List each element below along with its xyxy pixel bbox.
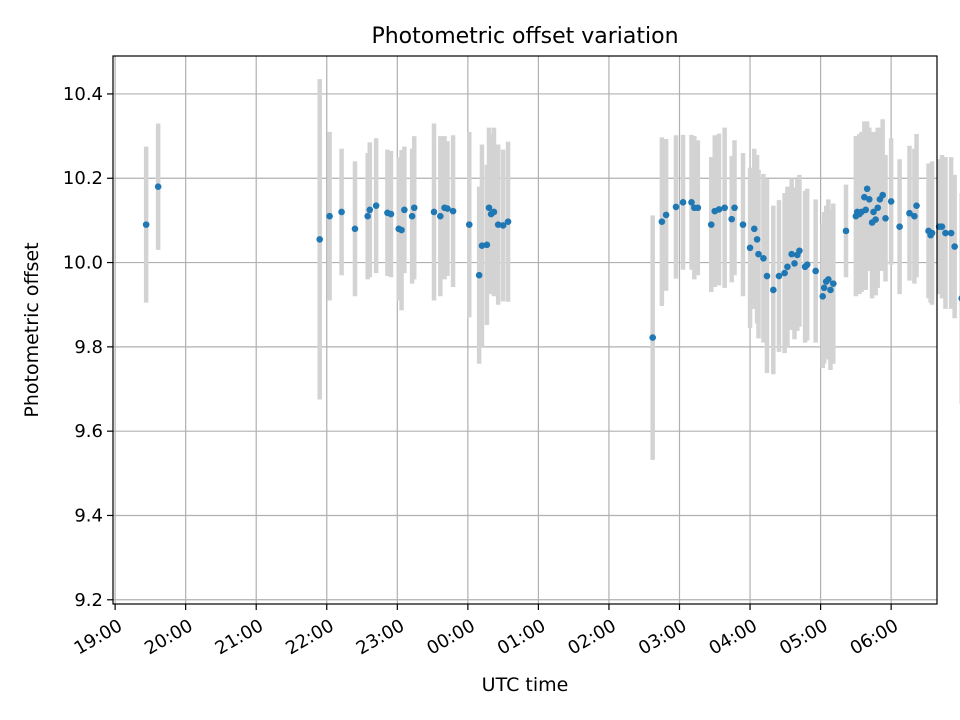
data-point bbox=[770, 286, 777, 294]
data-point bbox=[437, 212, 444, 220]
x-axis-label: UTC time bbox=[482, 674, 569, 696]
data-point bbox=[879, 191, 886, 199]
data-point bbox=[707, 221, 715, 228]
data-points bbox=[142, 183, 960, 341]
data-point bbox=[913, 202, 920, 209]
y-tick-label: 9.8 bbox=[74, 337, 103, 358]
data-point bbox=[874, 204, 882, 212]
data-point bbox=[819, 292, 827, 300]
data-point bbox=[911, 212, 918, 220]
data-point bbox=[504, 218, 512, 225]
data-point bbox=[372, 202, 380, 209]
data-point bbox=[398, 226, 405, 234]
plot-frame bbox=[112, 55, 938, 605]
data-point bbox=[820, 284, 828, 292]
y-tick-label: 10.0 bbox=[63, 253, 103, 274]
data-point bbox=[731, 204, 738, 212]
y-tick-label: 10.2 bbox=[63, 168, 103, 189]
data-point bbox=[449, 207, 457, 215]
data-point bbox=[401, 206, 408, 214]
data-point bbox=[863, 185, 871, 193]
data-point bbox=[494, 221, 502, 228]
y-tick-label: 9.6 bbox=[74, 421, 103, 442]
data-point bbox=[662, 211, 670, 219]
data-point bbox=[746, 244, 754, 252]
data-point bbox=[951, 243, 958, 250]
data-point bbox=[796, 247, 803, 255]
data-point bbox=[142, 221, 150, 228]
data-point bbox=[760, 255, 767, 262]
data-point bbox=[755, 250, 762, 258]
data-point bbox=[465, 221, 473, 228]
data-point bbox=[928, 229, 936, 237]
y-axis-ticks: 9.2 9.4 9.6 9.8 10.0 10.2 10.4 bbox=[63, 84, 113, 611]
data-point bbox=[154, 183, 162, 190]
data-point bbox=[938, 223, 946, 231]
data-point bbox=[728, 215, 736, 223]
data-point bbox=[721, 204, 728, 212]
data-point bbox=[896, 223, 903, 231]
data-point bbox=[942, 229, 949, 237]
data-point bbox=[784, 263, 791, 271]
data-point bbox=[775, 272, 783, 280]
data-point bbox=[750, 225, 758, 233]
y-axis-label: Photometric offset bbox=[21, 242, 43, 417]
data-point bbox=[478, 242, 486, 249]
data-point bbox=[408, 212, 416, 220]
data-point bbox=[694, 204, 702, 212]
data-point bbox=[865, 196, 873, 203]
data-point bbox=[364, 212, 371, 220]
data-point bbox=[882, 214, 889, 222]
data-point bbox=[870, 208, 877, 216]
y-tick-label: 9.4 bbox=[74, 505, 103, 526]
data-point bbox=[812, 267, 819, 275]
data-point bbox=[872, 216, 879, 223]
data-point bbox=[715, 206, 723, 213]
data-point bbox=[679, 198, 687, 206]
y-tick-label: 10.4 bbox=[63, 84, 103, 105]
data-point bbox=[887, 198, 895, 205]
data-point bbox=[410, 204, 418, 212]
data-point bbox=[672, 203, 680, 211]
data-point bbox=[490, 208, 498, 216]
data-point bbox=[326, 212, 333, 220]
data-point bbox=[781, 269, 788, 277]
data-point bbox=[658, 218, 666, 225]
data-point bbox=[338, 208, 345, 216]
data-point bbox=[827, 286, 834, 294]
y-tick-label: 9.2 bbox=[74, 590, 103, 611]
data-point bbox=[791, 260, 798, 267]
data-point bbox=[861, 193, 868, 201]
data-point bbox=[906, 209, 913, 217]
data-point bbox=[351, 225, 359, 233]
data-point bbox=[842, 227, 850, 235]
data-point bbox=[444, 205, 451, 212]
data-point bbox=[788, 250, 795, 258]
data-point bbox=[803, 261, 811, 268]
chart-title: Photometric offset variation bbox=[371, 24, 678, 49]
data-point bbox=[483, 241, 491, 249]
data-point bbox=[649, 334, 656, 341]
data-point bbox=[739, 221, 747, 228]
data-point bbox=[475, 271, 483, 279]
data-point bbox=[430, 208, 438, 216]
data-point bbox=[387, 210, 395, 218]
data-point bbox=[829, 280, 837, 287]
data-point bbox=[366, 206, 374, 214]
data-point bbox=[825, 276, 832, 283]
data-point bbox=[862, 206, 870, 214]
data-point bbox=[947, 229, 955, 237]
data-point bbox=[316, 236, 324, 243]
data-point bbox=[485, 204, 493, 212]
data-point bbox=[688, 198, 695, 206]
data-point bbox=[763, 272, 771, 280]
data-point bbox=[753, 236, 761, 243]
data-point bbox=[499, 222, 507, 229]
